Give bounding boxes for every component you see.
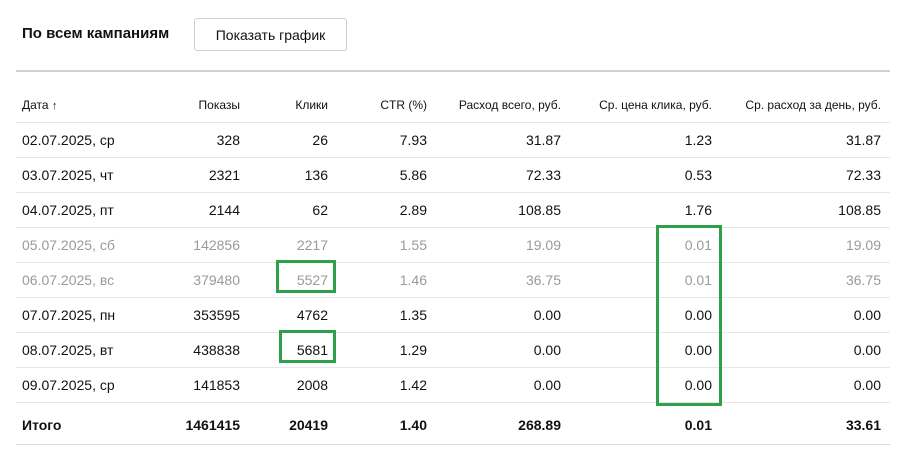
cell-clicks: 2217 (249, 227, 337, 263)
cell-date: 02.07.2025, ср (16, 122, 136, 158)
cell-date: 04.07.2025, пт (16, 192, 136, 228)
cell-impressions: 2144 (136, 192, 249, 228)
table-row: 07.07.2025, пн 353595 4762 1.35 0.00 0.0… (16, 297, 890, 333)
table-row: 05.07.2025, сб 142856 2217 1.55 19.09 0.… (16, 227, 890, 263)
total-cpc: 0.01 (570, 402, 721, 446)
cell-ctr: 1.35 (337, 297, 436, 333)
cell-date: 03.07.2025, чт (16, 157, 136, 193)
divider-bottom (16, 444, 890, 445)
cell-daily-spend: 72.33 (721, 157, 890, 193)
table-row: 08.07.2025, вт 438838 5681 1.29 0.00 0.0… (16, 332, 890, 368)
cell-clicks: 2008 (249, 367, 337, 403)
column-header-cpc[interactable]: Ср. цена клика, руб. (599, 97, 712, 112)
cell-impressions: 379480 (136, 262, 249, 298)
cell-clicks: 62 (249, 192, 337, 228)
cell-cpc: 0.53 (570, 157, 721, 193)
column-header-date[interactable]: Дата ↑ (22, 97, 58, 112)
cell-ctr: 1.55 (337, 227, 436, 263)
cell-cpc: 0.00 (570, 367, 721, 403)
cell-daily-spend: 19.09 (721, 227, 890, 263)
cell-date: 07.07.2025, пн (16, 297, 136, 333)
cell-spend: 19.09 (436, 227, 570, 263)
cell-spend: 108.85 (436, 192, 570, 228)
total-clicks: 20419 (249, 402, 337, 446)
cell-cpc: 0.00 (570, 297, 721, 333)
cell-impressions: 328 (136, 122, 249, 158)
cell-clicks: 26 (249, 122, 337, 158)
page-title: По всем кампаниям (22, 25, 170, 42)
cell-impressions: 353595 (136, 297, 249, 333)
cell-spend: 31.87 (436, 122, 570, 158)
cell-cpc: 1.23 (570, 122, 721, 158)
cell-cpc: 1.76 (570, 192, 721, 228)
cell-daily-spend: 36.75 (721, 262, 890, 298)
cell-impressions: 438838 (136, 332, 249, 368)
column-header-spend[interactable]: Расход всего, руб. (458, 97, 561, 112)
column-header-daily-spend[interactable]: Ср. расход за день, руб. (745, 97, 881, 112)
stats-table: Дата ↑ Показы Клики CTR (%) Расход всего… (16, 87, 890, 446)
cell-cpc: 0.01 (570, 227, 721, 263)
cell-spend: 0.00 (436, 367, 570, 403)
cell-impressions: 2321 (136, 157, 249, 193)
cell-clicks: 5681 (249, 332, 337, 368)
table-row: 03.07.2025, чт 2321 136 5.86 72.33 0.53 … (16, 157, 890, 193)
column-header-clicks[interactable]: Клики (295, 97, 328, 112)
cell-ctr: 7.93 (337, 122, 436, 158)
cell-spend: 36.75 (436, 262, 570, 298)
cell-date: 06.07.2025, вс (16, 262, 136, 298)
cell-ctr: 1.29 (337, 332, 436, 368)
total-ctr: 1.40 (337, 402, 436, 446)
total-row: Итого 1461415 20419 1.40 268.89 0.01 33.… (16, 402, 890, 446)
cell-daily-spend: 31.87 (721, 122, 890, 158)
cell-daily-spend: 0.00 (721, 332, 890, 368)
cell-daily-spend: 108.85 (721, 192, 890, 228)
cell-ctr: 1.42 (337, 367, 436, 403)
total-impressions: 1461415 (136, 402, 249, 446)
cell-impressions: 141853 (136, 367, 249, 403)
table-row: 09.07.2025, ср 141853 2008 1.42 0.00 0.0… (16, 367, 890, 403)
total-spend: 268.89 (436, 402, 570, 446)
cell-daily-spend: 0.00 (721, 367, 890, 403)
table-row: 02.07.2025, ср 328 26 7.93 31.87 1.23 31… (16, 122, 890, 158)
cell-ctr: 5.86 (337, 157, 436, 193)
cell-spend: 0.00 (436, 332, 570, 368)
total-daily-spend: 33.61 (721, 402, 890, 446)
cell-date: 08.07.2025, вт (16, 332, 136, 368)
sort-arrow-icon: ↑ (51, 99, 58, 112)
table-header-row: Дата ↑ Показы Клики CTR (%) Расход всего… (16, 87, 890, 123)
cell-clicks: 5527 (249, 262, 337, 298)
cell-cpc: 0.00 (570, 332, 721, 368)
cell-ctr: 2.89 (337, 192, 436, 228)
cell-date: 09.07.2025, ср (16, 367, 136, 403)
cell-spend: 72.33 (436, 157, 570, 193)
cell-impressions: 142856 (136, 227, 249, 263)
cell-ctr: 1.46 (337, 262, 436, 298)
cell-cpc: 0.01 (570, 262, 721, 298)
cell-clicks: 4762 (249, 297, 337, 333)
cell-spend: 0.00 (436, 297, 570, 333)
column-header-impressions[interactable]: Показы (198, 97, 240, 112)
cell-clicks: 136 (249, 157, 337, 193)
cell-date: 05.07.2025, сб (16, 227, 136, 263)
column-header-ctr[interactable]: CTR (%) (380, 97, 427, 112)
divider (16, 70, 890, 72)
show-chart-button[interactable]: Показать график (194, 18, 347, 51)
cell-daily-spend: 0.00 (721, 297, 890, 333)
total-label: Итого (16, 402, 136, 446)
table-row: 06.07.2025, вс 379480 5527 1.46 36.75 0.… (16, 262, 890, 298)
table-row: 04.07.2025, пт 2144 62 2.89 108.85 1.76 … (16, 192, 890, 228)
